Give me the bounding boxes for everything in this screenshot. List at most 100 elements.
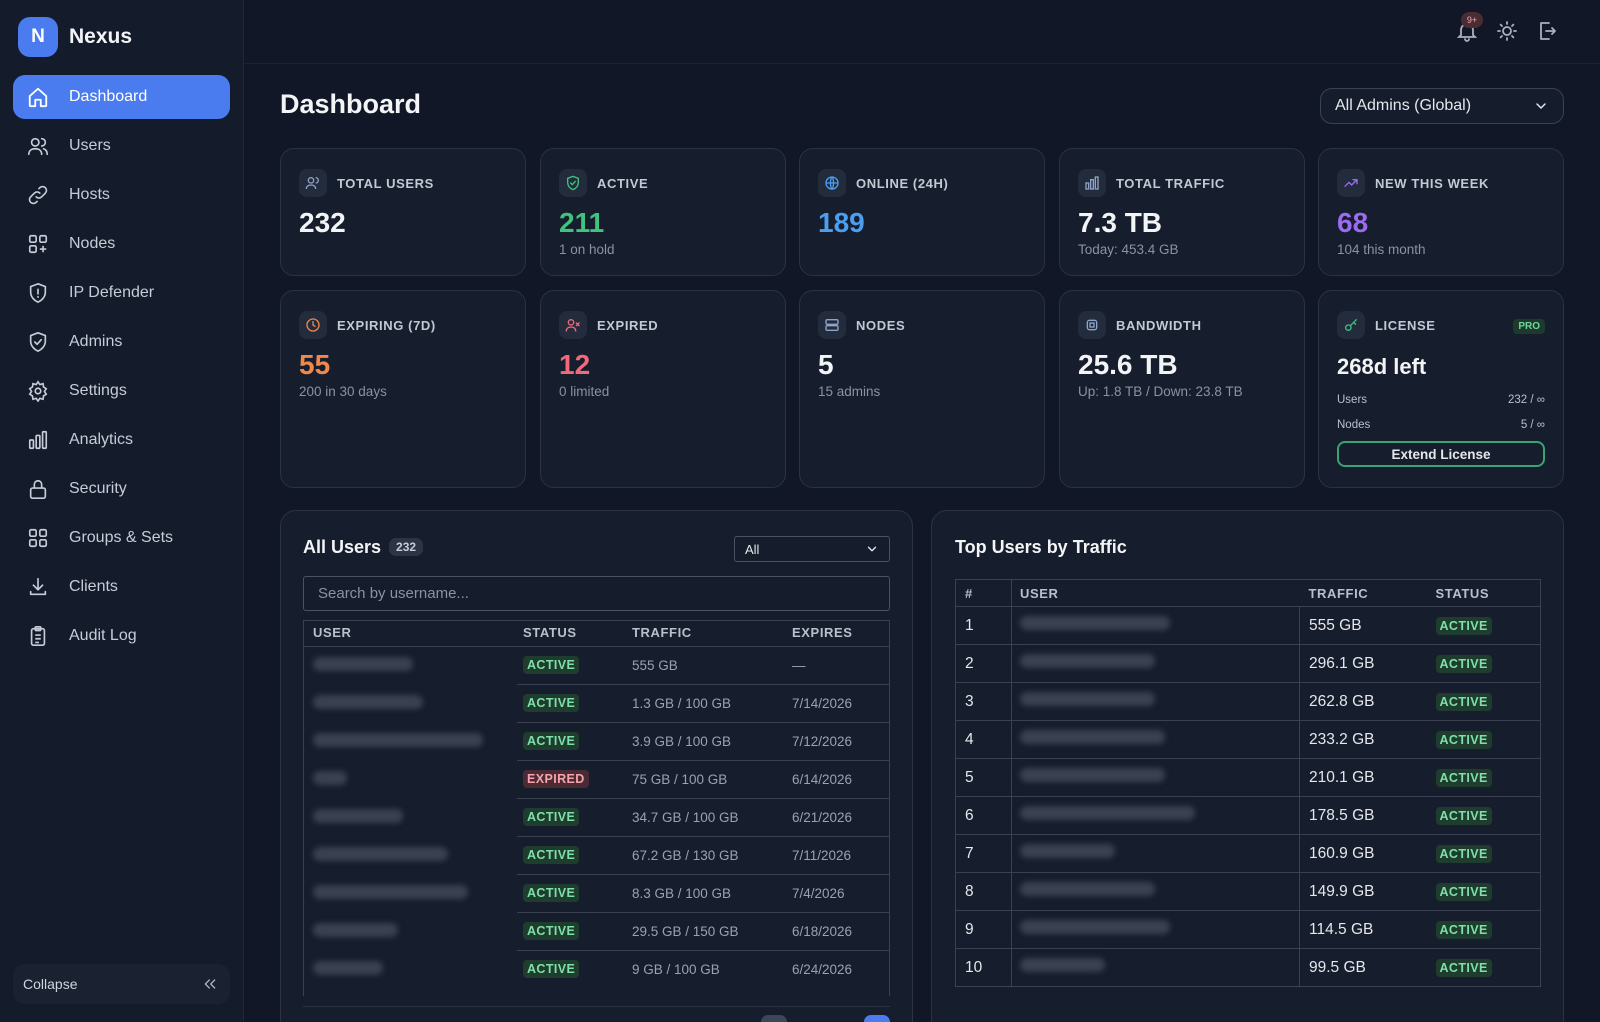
pro-badge: PRO: [1513, 319, 1545, 334]
card-sub: 15 admins: [818, 384, 881, 399]
column-header[interactable]: #: [955, 579, 1012, 607]
username-redacted: [1020, 768, 1165, 782]
traffic-cell: 262.8 GB: [1299, 682, 1427, 721]
table-row[interactable]: 10 99.5 GB ACTIVE: [955, 948, 1541, 987]
license-nodes-label: Nodes: [1337, 419, 1371, 431]
card-label: EXPIRING (7D): [337, 317, 436, 333]
sidebar-item-label: Hosts: [69, 186, 110, 203]
username-redacted: [1020, 692, 1155, 706]
column-header[interactable]: USER: [1011, 579, 1300, 607]
traffic-cell: 555 GB: [626, 645, 786, 684]
table-row[interactable]: 7 160.9 GB ACTIVE: [955, 834, 1541, 873]
table-row[interactable]: ACTIVE 67.2 GB / 130 GB 7/11/2026: [303, 835, 890, 874]
stat-card-online: ONLINE (24H) 189: [799, 148, 1045, 276]
users-icon: [299, 169, 327, 197]
status-badge: ACTIVE: [523, 656, 580, 674]
table-row[interactable]: 6 178.5 GB ACTIVE: [955, 796, 1541, 835]
sidebar-item-clients[interactable]: Clients: [13, 565, 230, 609]
sidebar-item-users[interactable]: Users: [13, 124, 230, 168]
stat-card-nodes: NODES 5 15 admins: [799, 290, 1045, 488]
traffic-cell: 296.1 GB: [1299, 644, 1427, 683]
table-row[interactable]: 5 210.1 GB ACTIVE: [955, 758, 1541, 797]
table-row[interactable]: 2 296.1 GB ACTIVE: [955, 644, 1541, 683]
pagination-prev-button[interactable]: [761, 1015, 787, 1022]
stat-card-total-traffic: TOTAL TRAFFIC 7.3 TB Today: 453.4 GB: [1059, 148, 1305, 276]
extend-license-button[interactable]: Extend License: [1337, 441, 1545, 467]
rank-cell: 8: [955, 872, 1012, 911]
key-icon: [1337, 311, 1365, 339]
traffic-cell: 3.9 GB / 100 GB: [626, 721, 786, 760]
table-row[interactable]: EXPIRED 75 GB / 100 GB 6/14/2026: [303, 759, 890, 798]
search-input[interactable]: [303, 576, 890, 611]
expires-cell: 7/12/2026: [786, 721, 890, 760]
card-label: TOTAL USERS: [337, 175, 434, 191]
brand[interactable]: N Nexus: [18, 17, 132, 57]
column-header[interactable]: TRAFFIC: [1299, 579, 1427, 607]
sidebar-item-groups-sets[interactable]: Groups & Sets: [13, 516, 230, 560]
rank-cell: 5: [955, 758, 1012, 797]
download-icon: [29, 577, 47, 596]
table-row[interactable]: 9 114.5 GB ACTIVE: [955, 910, 1541, 949]
collapse-button[interactable]: Collapse: [13, 964, 230, 1004]
bar-chart-icon: [28, 430, 48, 450]
expires-cell: 7/4/2026: [786, 873, 890, 912]
table-row[interactable]: 3 262.8 GB ACTIVE: [955, 682, 1541, 721]
sidebar-item-security[interactable]: Security: [13, 467, 230, 511]
sidebar-item-admins[interactable]: Admins: [13, 320, 230, 364]
sidebar-item-audit-log[interactable]: Audit Log: [13, 614, 230, 658]
users-x-icon: [559, 311, 587, 339]
all-users-title: All Users 232: [303, 537, 424, 558]
clipboard-icon: [30, 626, 46, 646]
sun-icon[interactable]: [1495, 19, 1519, 43]
traffic-cell: 178.5 GB: [1299, 796, 1427, 835]
shield-alert-icon: [29, 282, 47, 304]
sidebar-item-dashboard[interactable]: Dashboard: [13, 75, 230, 119]
expires-cell: 7/14/2026: [786, 683, 890, 722]
username-redacted: [313, 922, 398, 937]
table-row[interactable]: 1 555 GB ACTIVE: [955, 606, 1541, 645]
double-chevron-left-icon: [204, 979, 216, 989]
username-redacted: [313, 694, 423, 709]
table-row[interactable]: ACTIVE 9 GB / 100 GB 6/24/2026: [303, 949, 890, 988]
nodes-icon: [28, 234, 48, 254]
column-header[interactable]: USER: [313, 625, 352, 641]
column-header[interactable]: EXPIRES: [792, 625, 853, 641]
status-badge: ACTIVE: [1435, 616, 1492, 635]
pagination-next-button[interactable]: [864, 1015, 890, 1022]
admin-filter-select[interactable]: All Admins (Global): [1320, 88, 1564, 124]
table-row[interactable]: 4 233.2 GB ACTIVE: [955, 720, 1541, 759]
sidebar-item-ip-defender[interactable]: IP Defender: [13, 271, 230, 315]
status-filter-select[interactable]: All: [734, 536, 890, 562]
table-row[interactable]: ACTIVE 8.3 GB / 100 GB 7/4/2026: [303, 873, 890, 912]
sidebar-item-settings[interactable]: Settings: [13, 369, 230, 413]
sidebar-item-hosts[interactable]: Hosts: [13, 173, 230, 217]
sidebar-item-label: IP Defender: [69, 284, 155, 301]
card-value: 12: [559, 349, 591, 380]
rank-cell: 9: [955, 910, 1012, 949]
table-row[interactable]: ACTIVE 555 GB —: [303, 645, 890, 684]
username-redacted: [1020, 806, 1195, 820]
table-row[interactable]: ACTIVE 34.7 GB / 100 GB 6/21/2026: [303, 797, 890, 836]
chevron-down-icon: [1536, 103, 1546, 109]
rank-cell: 1: [955, 606, 1012, 645]
username-redacted: [313, 846, 448, 861]
users-table: USER STATUS TRAFFIC EXPIRES ACTIVE 555 GB…: [303, 620, 890, 988]
status-badge: ACTIVE: [523, 694, 580, 712]
sidebar-item-nodes[interactable]: Nodes: [13, 222, 230, 266]
bar-chart-icon: [1078, 169, 1106, 197]
gear-icon: [28, 380, 48, 402]
table-row[interactable]: ACTIVE 1.3 GB / 100 GB 7/14/2026: [303, 683, 890, 722]
table-row[interactable]: 8 149.9 GB ACTIVE: [955, 872, 1541, 911]
table-row[interactable]: ACTIVE 29.5 GB / 150 GB 6/18/2026: [303, 911, 890, 950]
table-row[interactable]: ACTIVE 3.9 GB / 100 GB 7/12/2026: [303, 721, 890, 760]
username-redacted: [313, 732, 483, 747]
status-badge: ACTIVE: [1435, 882, 1492, 901]
rank-cell: 10: [955, 948, 1012, 987]
column-header[interactable]: STATUS: [523, 625, 577, 641]
sidebar-item-analytics[interactable]: Analytics: [13, 418, 230, 462]
license-users-value: 232 / ∞: [1508, 394, 1545, 406]
logout-icon[interactable]: [1535, 19, 1559, 43]
card-label: ACTIVE: [597, 175, 649, 191]
column-header[interactable]: TRAFFIC: [632, 625, 692, 641]
column-header[interactable]: STATUS: [1426, 579, 1541, 607]
